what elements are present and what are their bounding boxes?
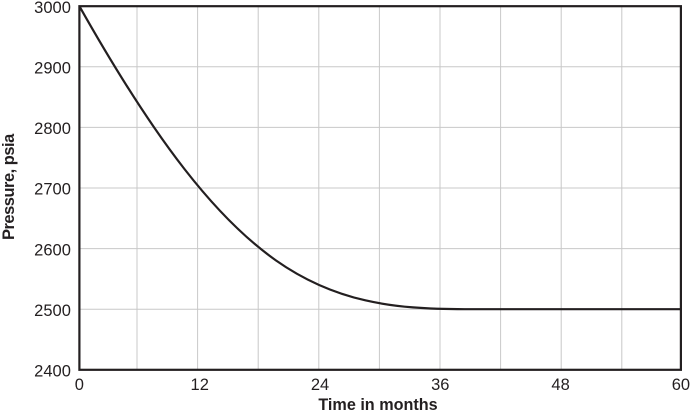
svg-text:2700: 2700 <box>34 181 71 199</box>
svg-text:24: 24 <box>311 376 329 394</box>
svg-text:48: 48 <box>551 376 569 394</box>
svg-text:2600: 2600 <box>34 241 71 259</box>
svg-text:36: 36 <box>431 376 449 394</box>
svg-text:2500: 2500 <box>34 302 71 320</box>
svg-text:12: 12 <box>191 376 209 394</box>
svg-text:60: 60 <box>672 376 690 394</box>
svg-text:2800: 2800 <box>34 120 71 138</box>
svg-text:2900: 2900 <box>34 60 71 78</box>
svg-text:2400: 2400 <box>34 363 71 381</box>
svg-text:Time in months: Time in months <box>318 396 437 414</box>
svg-text:3000: 3000 <box>34 0 71 17</box>
svg-text:0: 0 <box>75 376 84 394</box>
svg-text:Pressure, psia: Pressure, psia <box>0 133 18 240</box>
